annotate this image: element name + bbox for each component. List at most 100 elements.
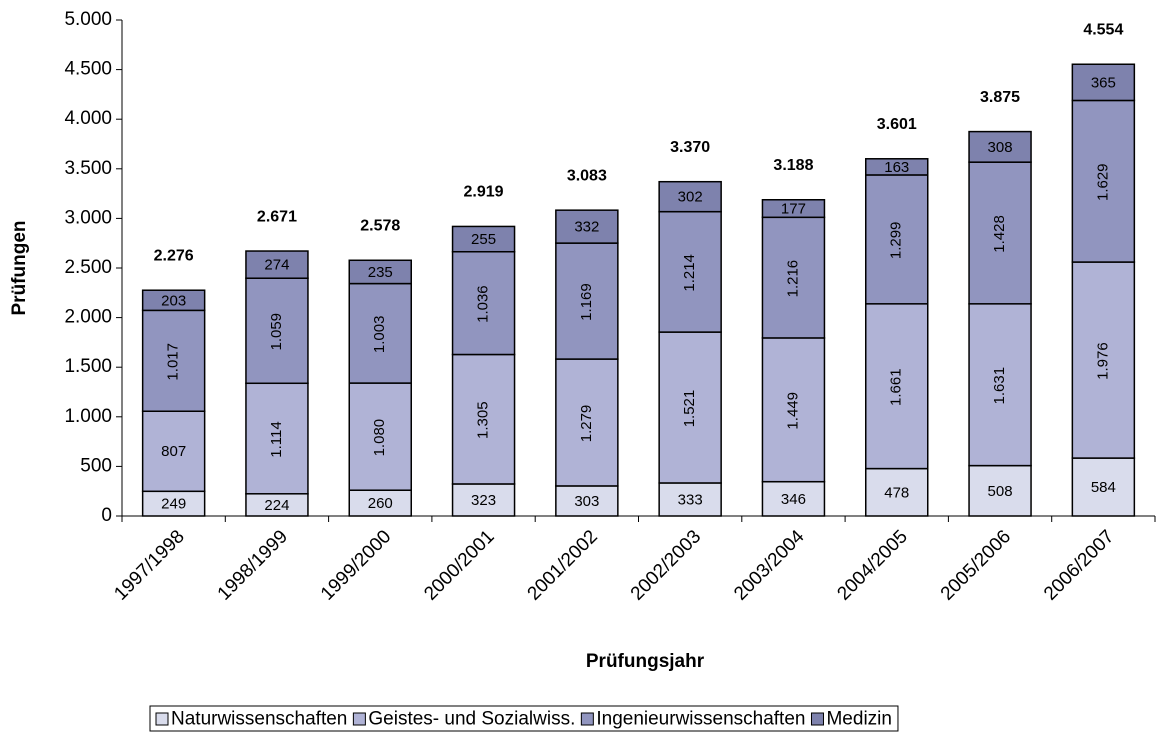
bar-segment xyxy=(865,303,929,470)
value-label: 1.114 xyxy=(268,421,285,457)
value-label: 203 xyxy=(161,292,186,309)
value-label: 1.521 xyxy=(681,390,698,428)
bar-segment xyxy=(968,161,1032,305)
bar-segment xyxy=(141,490,206,517)
value-label: 303 xyxy=(574,493,599,510)
y-tick-label: 4.000 xyxy=(64,108,112,129)
x-tick-label: 2002/2003 xyxy=(627,526,705,604)
value-label: 1.059 xyxy=(268,313,285,351)
value-label: 478 xyxy=(884,484,909,501)
total-label: 3.083 xyxy=(567,167,607,184)
legend-swatch xyxy=(810,712,824,726)
x-axis-title: Prüfungsjahr xyxy=(586,651,705,672)
legend-label: Ingenieurwissenschaften xyxy=(596,709,805,730)
bar-segment xyxy=(658,331,722,484)
bar-segment xyxy=(245,382,309,495)
bar-segment xyxy=(555,485,619,517)
y-tick-label: 500 xyxy=(80,455,112,476)
total-label: 2.276 xyxy=(154,247,194,264)
bar-segment xyxy=(658,180,722,213)
value-label: 584 xyxy=(1091,479,1116,496)
total-label: 3.370 xyxy=(670,139,710,156)
x-tick-label: 2000/2001 xyxy=(420,526,498,604)
legend-label: Naturwissenschaften xyxy=(171,709,347,730)
value-label: 249 xyxy=(161,496,186,513)
bar-segment xyxy=(348,382,412,491)
legend-label: Geistes- und Sozialwiss. xyxy=(368,709,575,730)
value-label: 1.661 xyxy=(888,368,905,406)
total-label: 2.578 xyxy=(360,217,400,234)
bar-segment xyxy=(865,467,929,517)
value-label: 255 xyxy=(471,231,496,248)
bar-segment xyxy=(141,289,206,312)
value-label: 163 xyxy=(884,159,909,176)
bar-segment xyxy=(1071,63,1136,102)
value-label: 1.305 xyxy=(475,401,492,439)
y-tick-label: 2.000 xyxy=(64,307,112,328)
bar-segment xyxy=(555,358,619,487)
bar-segment xyxy=(348,259,412,285)
value-label: 1.976 xyxy=(1094,342,1111,380)
bar-segment xyxy=(451,225,516,253)
value-label: 1.279 xyxy=(578,405,595,443)
total-label: 2.671 xyxy=(257,208,297,225)
bar-segment xyxy=(1071,99,1136,263)
bar-segment xyxy=(141,309,206,412)
bar-segment xyxy=(761,199,826,219)
value-label: 1.080 xyxy=(371,419,388,457)
value-label: 508 xyxy=(988,483,1013,500)
y-tick-label: 1.500 xyxy=(64,356,112,377)
x-tick-label: 2006/2007 xyxy=(1040,526,1118,604)
legend-label: Medizin xyxy=(826,709,891,730)
y-tick-label: 4.500 xyxy=(64,59,112,80)
value-label: 1.299 xyxy=(888,222,905,260)
y-tick-label: 3.000 xyxy=(64,207,112,228)
bar-segment xyxy=(658,210,722,333)
value-label: 260 xyxy=(368,495,393,512)
value-label: 1.169 xyxy=(578,283,595,321)
value-label: 274 xyxy=(264,257,289,274)
value-label: 333 xyxy=(678,491,703,508)
value-label: 224 xyxy=(264,497,289,514)
x-tick-label: 1998/1999 xyxy=(214,526,292,604)
total-label: 3.601 xyxy=(877,116,917,133)
bar-segment xyxy=(968,303,1032,467)
value-label: 807 xyxy=(161,443,186,460)
value-label: 235 xyxy=(368,264,393,281)
x-tick-label: 2001/2002 xyxy=(524,526,602,604)
bar-segment xyxy=(865,158,929,176)
y-tick-label: 5.000 xyxy=(64,9,112,30)
x-tick-label: 2005/2006 xyxy=(937,526,1015,604)
bar-segment xyxy=(968,130,1032,163)
value-label: 332 xyxy=(574,219,599,236)
value-label: 177 xyxy=(781,200,806,217)
value-label: 1.631 xyxy=(991,367,1008,405)
bar-segment xyxy=(865,174,929,305)
bar-segment xyxy=(555,209,619,244)
value-label: 302 xyxy=(678,189,703,206)
value-label: 1.629 xyxy=(1094,163,1111,201)
x-tick-label: 2004/2005 xyxy=(833,526,911,604)
x-tick-label: 1999/2000 xyxy=(317,526,395,604)
bar-segment xyxy=(348,282,412,384)
bar-segment xyxy=(451,353,516,485)
total-label: 4.554 xyxy=(1083,21,1123,38)
value-label: 1.216 xyxy=(784,260,801,298)
y-tick-label: 1.000 xyxy=(64,406,112,427)
bar-segment xyxy=(451,250,516,356)
y-tick-label: 2.500 xyxy=(64,257,112,278)
bar-segment xyxy=(245,250,309,279)
value-label: 1.214 xyxy=(681,254,698,292)
value-label: 1.003 xyxy=(371,316,388,354)
value-label: 1.449 xyxy=(784,392,801,430)
y-tick-label: 0 xyxy=(101,505,112,526)
value-label: 308 xyxy=(988,139,1013,156)
legend-swatch xyxy=(352,712,366,726)
legend-box xyxy=(149,705,899,732)
x-tick-label: 2003/2004 xyxy=(730,526,809,605)
value-label: 1.428 xyxy=(991,215,1008,253)
legend-swatch xyxy=(155,712,169,726)
bar-segment xyxy=(245,277,309,385)
total-label: 3.875 xyxy=(980,89,1020,106)
